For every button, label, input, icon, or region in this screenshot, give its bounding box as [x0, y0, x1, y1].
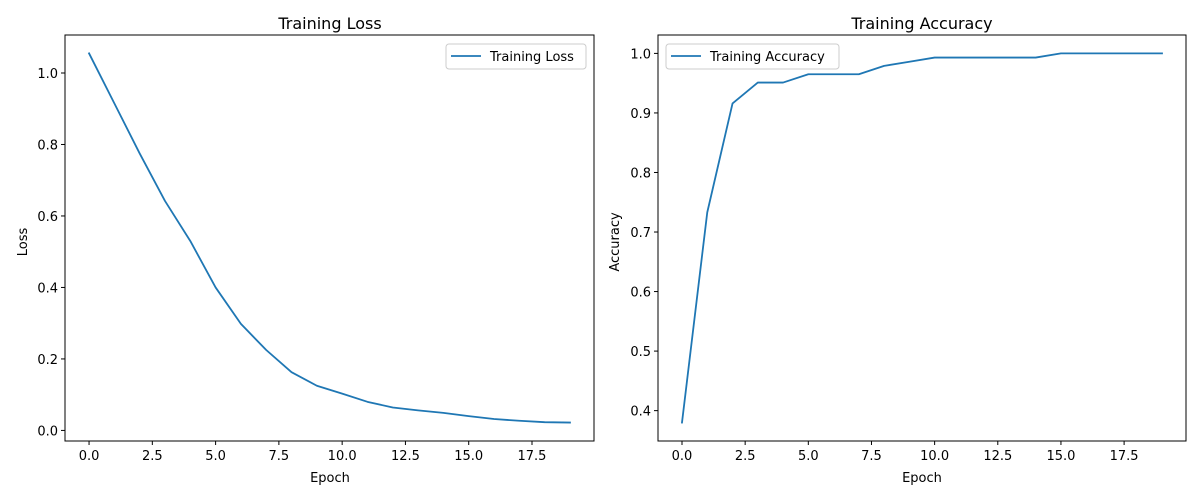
x-tick-label: 5.0 — [798, 449, 819, 464]
y-tick-label: 0.4 — [630, 405, 651, 420]
x-tick-label: 12.5 — [391, 449, 420, 464]
plot-frame — [64, 34, 595, 442]
x-axis-label: Epoch — [902, 471, 942, 486]
x-tick-label: 10.0 — [328, 449, 357, 464]
plot-marks: 0.0 2.5 5.0 7.5 10.0 12.5 15.0 17.5 0.0 0.2 0.4 0.6… — [37, 52, 571, 464]
x-tick-label: 7.5 — [861, 449, 882, 464]
x-tick-label: 5.0 — [205, 449, 226, 464]
y-tick-label: 0.8 — [37, 138, 58, 153]
y-tick-label: 0.4 — [37, 281, 58, 296]
chart-title: Training Accuracy — [850, 14, 992, 33]
y-tick-label: 0.6 — [37, 210, 58, 225]
x-tick-label: 0.0 — [672, 449, 693, 464]
x-axis-label: Epoch — [310, 471, 350, 486]
y-axis-label: Accuracy — [608, 212, 623, 272]
series-line — [680, 52, 1163, 424]
y-tick-label: 1.0 — [630, 47, 651, 62]
legend-box — [665, 43, 840, 70]
y-tick-label: 1.0 — [37, 67, 58, 82]
x-tick-label: 15.0 — [1046, 449, 1075, 464]
x-tick-label: 0.0 — [79, 449, 100, 464]
x-tick-label: 17.5 — [1110, 449, 1139, 464]
plot-frame — [657, 34, 1187, 442]
x-tick-label: 7.5 — [269, 449, 290, 464]
x-tick-label: 12.5 — [983, 449, 1012, 464]
legend-label: Training Loss — [489, 50, 574, 65]
y-axis-label: Loss — [16, 228, 31, 257]
legend: Training Accuracy — [665, 43, 840, 70]
y-tick-label: 0.5 — [630, 345, 651, 360]
chart-training-loss: Training Loss Epoch Loss 0.0 2.5 5.0 7.5 10.… — [16, 14, 595, 486]
plot-marks: 0.0 2.5 5.0 7.5 10.0 12.5 15.0 17.5 0.4 0.5 0.6 0.7… — [630, 47, 1163, 464]
y-tick-label: 0.6 — [630, 286, 651, 301]
x-tick-label: 10.0 — [920, 449, 949, 464]
legend-label: Training Accuracy — [709, 50, 825, 65]
y-tick-label: 0.0 — [37, 424, 58, 439]
x-tick-label: 2.5 — [735, 449, 756, 464]
x-tick-label: 2.5 — [142, 449, 163, 464]
x-tick-label: 15.0 — [454, 449, 483, 464]
y-tick-label: 0.2 — [37, 353, 58, 368]
chart-title: Training Loss — [277, 14, 381, 33]
y-tick-label: 0.7 — [630, 226, 651, 241]
series-line — [87, 52, 571, 424]
y-tick-label: 0.9 — [630, 107, 651, 122]
y-tick-label: 0.8 — [630, 166, 651, 181]
legend-box — [445, 43, 587, 70]
legend: Training Loss — [445, 43, 587, 70]
chart-training-accuracy: Training Accuracy Epoch Accuracy 0.0 2.5 5… — [608, 14, 1187, 486]
x-tick-label: 17.5 — [518, 449, 547, 464]
